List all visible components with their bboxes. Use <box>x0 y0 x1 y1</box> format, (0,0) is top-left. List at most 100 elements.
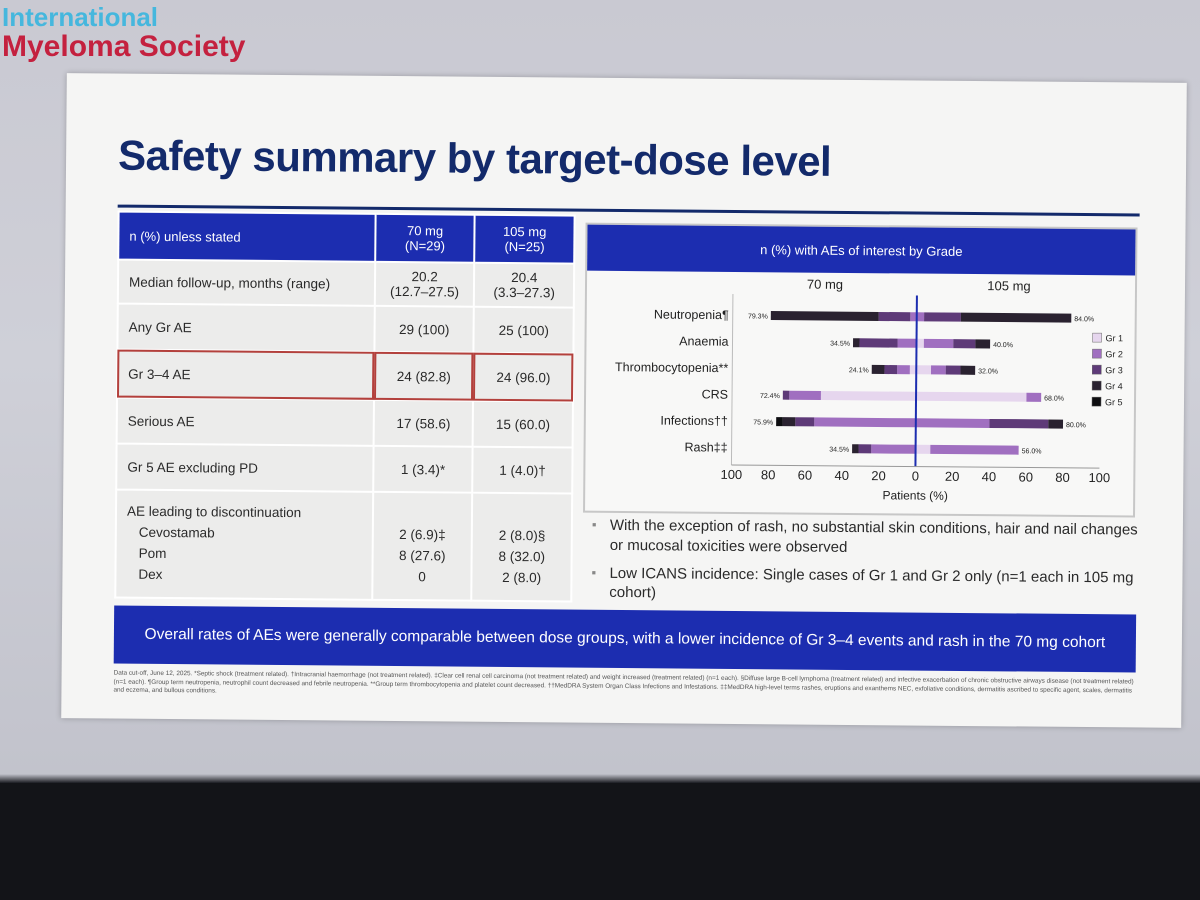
data-label-70mg: 24.1% <box>849 367 869 374</box>
table-row: Any Gr AE 29 (100) 25 (100) <box>117 303 574 354</box>
category-label: Thrombocytopenia** <box>615 360 729 375</box>
x-axis-line <box>731 464 1100 469</box>
legend-label: Gr 5 <box>1105 397 1123 407</box>
bar-segment-70mg <box>884 365 898 375</box>
bar-segment-105mg <box>989 418 1049 429</box>
discontinuation-label: AE leading to discontinuation <box>126 503 302 521</box>
bar-segment-70mg <box>910 312 917 322</box>
row-label-discontinuation: AE leading to discontinuation Cevostamab… <box>115 489 374 600</box>
cell-105mg: 25 (100) <box>473 306 574 354</box>
bar-segment-105mg <box>915 418 990 428</box>
disc-70mg-dex: 0 <box>418 569 426 585</box>
legend-label: Gr 2 <box>1105 349 1123 359</box>
bar-segment-70mg <box>782 417 796 427</box>
cell-70mg: 2 (6.9)‡ 8 (27.6) 0 <box>372 491 473 601</box>
x-tick-label: 80 <box>1055 470 1070 485</box>
x-tick-label: 40 <box>834 468 849 483</box>
x-tick-label: 40 <box>982 469 997 484</box>
cell-105mg: 15 (60.0) <box>472 400 573 448</box>
center-axis-line <box>914 295 918 467</box>
bar-segment-105mg <box>953 339 976 349</box>
table-header-label: n (%) unless stated <box>118 211 376 262</box>
disc-105mg-dex: 2 (8.0) <box>502 569 542 586</box>
x-tick-label: 20 <box>945 469 960 484</box>
row-label: Median follow-up, months (range) <box>117 259 376 306</box>
row-label: Gr 5 AE excluding PD <box>116 443 374 492</box>
cell-70mg: 20.2 (12.7–27.5) <box>374 261 475 307</box>
bar-segment-105mg <box>923 338 954 349</box>
bar-segment-70mg <box>859 338 898 348</box>
cell-105mg: 20.4 (3.3–27.3) <box>474 262 575 308</box>
cell-105mg: 2 (8.0)§ 8 (32.0) 2 (8.0) <box>471 492 573 602</box>
table-row: Gr 5 AE excluding PD 1 (3.4)* 1 (4.0)† <box>116 443 573 494</box>
bar-segment-70mg <box>878 311 911 322</box>
category-label: Rash‡‡ <box>684 440 727 454</box>
presentation-slide: Safety summary by target-dose level n (%… <box>61 73 1187 728</box>
legend-swatch <box>1091 396 1102 407</box>
disc-70mg-cevostamab: 2 (6.9)‡ <box>399 527 446 543</box>
group-label-105mg: 105 mg <box>987 278 1031 293</box>
disc-105mg-cevostamab: 2 (8.0)§ <box>498 527 546 544</box>
society-name-line1: International <box>2 2 159 32</box>
bar-segment-70mg <box>897 365 910 375</box>
bar-segment-105mg <box>916 391 1027 402</box>
data-label-70mg: 34.5% <box>829 447 849 454</box>
cell-105mg: 24 (96.0) <box>473 352 574 402</box>
chart-header: n (%) with AEs of interest by Grade <box>587 224 1136 276</box>
cell-70mg: 24 (82.8) <box>373 351 474 401</box>
category-label: Infections†† <box>660 414 728 429</box>
butterfly-chart: 70 mg 105 mg Neutropenia¶ 79.3% 84.0% Anaemia… <box>615 277 1124 503</box>
data-label-70mg: 72.4% <box>760 393 780 400</box>
row-label: Any Gr AE <box>117 303 375 352</box>
legend-swatch <box>1091 364 1102 375</box>
cell-70mg: 29 (100) <box>374 305 475 353</box>
bar-segment-70mg <box>789 390 821 400</box>
x-tick-label: 60 <box>1018 469 1033 484</box>
society-logo: International Myeloma Society <box>2 2 246 64</box>
conclusion-banner: Overall rates of AEs were generally comp… <box>113 605 1137 673</box>
cell-105mg: 1 (4.0)† <box>472 446 573 494</box>
bar-segment-70mg <box>776 417 783 427</box>
bar-segment-70mg <box>782 390 790 400</box>
bar-segment-70mg <box>770 311 879 321</box>
society-name-line2: Myeloma Society <box>2 30 246 64</box>
x-tick-label: 20 <box>871 468 886 483</box>
category-label: Neutropenia¶ <box>654 308 729 323</box>
bar-segment-105mg <box>975 339 991 349</box>
footnotes: Data cut-off, June 12, 2025. *Septic sho… <box>113 669 1134 695</box>
bar-segment-70mg <box>852 444 859 454</box>
bullet-item: With the exception of rash, no substanti… <box>590 516 1150 560</box>
table-row-discontinuation: AE leading to discontinuation Cevostamab… <box>115 489 573 602</box>
legend-label: Gr 3 <box>1105 365 1123 375</box>
legend-label: Gr 4 <box>1105 381 1123 391</box>
data-label-70mg: 75.9% <box>753 419 773 426</box>
bar-segment-105mg <box>960 365 976 375</box>
slide-title: Safety summary by target-dose level <box>117 131 832 185</box>
chart-panel: n (%) with AEs of interest by Grade 70 m… <box>583 222 1138 518</box>
category-label: CRS <box>702 387 729 401</box>
bar-segment-105mg <box>1026 392 1042 402</box>
legend-label: Gr 1 <box>1106 333 1124 343</box>
cell-70mg: 17 (58.6) <box>373 399 474 447</box>
legend-swatch <box>1092 332 1102 343</box>
x-tick-label: 100 <box>1088 470 1110 485</box>
bar-segment-70mg <box>909 365 917 375</box>
sub-label-dex: Dex <box>138 566 163 582</box>
cell-70mg: 1 (3.4)* <box>373 445 473 493</box>
bar-segment-70mg <box>871 364 885 375</box>
data-label-105mg: 56.0% <box>1022 448 1042 455</box>
bar-segment-105mg <box>960 312 1072 323</box>
data-label-105mg: 32.0% <box>978 368 998 375</box>
bar-segment-105mg <box>915 444 931 454</box>
x-tick-label: 60 <box>798 468 813 483</box>
bar-segment-70mg <box>814 417 916 428</box>
bar-segment-105mg <box>1048 419 1064 429</box>
bar-segment-105mg <box>916 338 924 348</box>
x-tick-label: 0 <box>912 469 919 484</box>
table-header-70mg: 70 mg (N=29) <box>375 213 476 263</box>
bar-segment-70mg <box>852 338 860 348</box>
bar-segment-70mg <box>858 444 872 454</box>
row-label: Serious AE <box>116 397 374 446</box>
table-header-105mg: 105 mg (N=25) <box>474 214 575 264</box>
data-label-105mg: 68.0% <box>1044 395 1064 402</box>
